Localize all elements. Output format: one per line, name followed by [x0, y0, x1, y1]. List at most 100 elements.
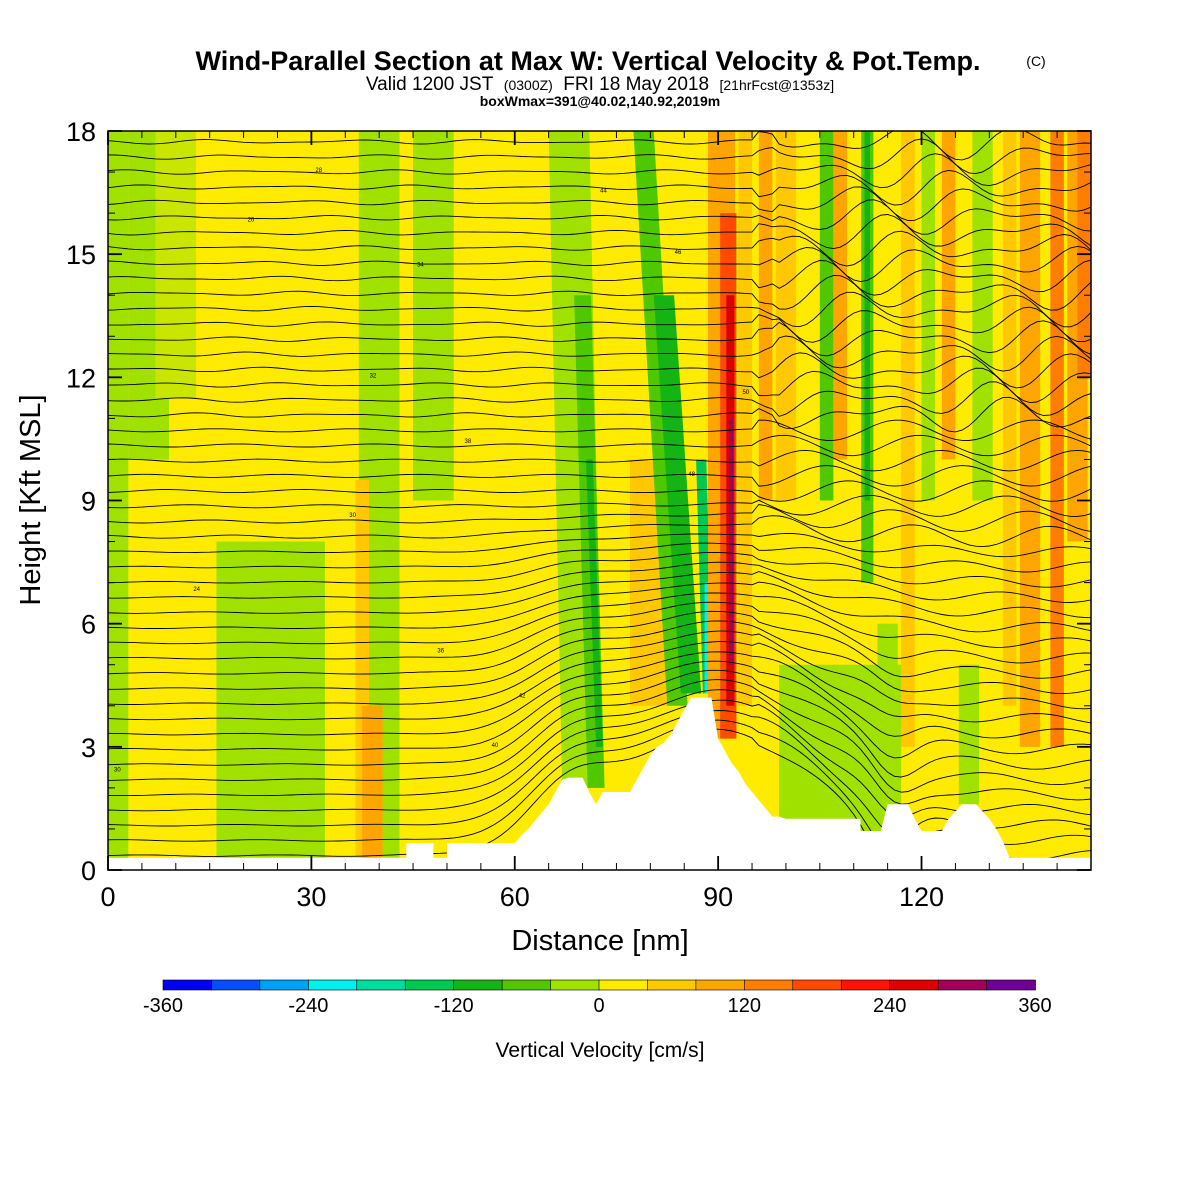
isentrope-label: 40	[492, 743, 499, 749]
y-tick-label: 9	[81, 487, 96, 517]
forecast-info: [21hrFcst@1353z]	[719, 77, 834, 93]
isentrope-line	[108, 699, 1091, 818]
x-axis-label: Distance [nm]	[511, 925, 688, 957]
isentrope-label: 50	[742, 390, 749, 396]
updraft-core	[728, 418, 734, 665]
isentrope-line	[108, 710, 1091, 837]
isentrope-line	[108, 592, 1091, 648]
y-tick-label: 18	[66, 117, 96, 147]
updraft-band	[775, 131, 797, 501]
colorbar-swatch	[744, 979, 794, 991]
colorbar-swatch	[404, 979, 455, 991]
chart-title: Wind-Parallel Section at Max W: Vertical…	[196, 46, 981, 76]
isentrope-line	[108, 620, 1091, 695]
isentrope-line	[108, 480, 1091, 502]
isentrope-line	[108, 495, 1091, 517]
colorbar-swatch	[308, 979, 358, 991]
isentrope-line	[108, 335, 1091, 372]
colorbar-swatch	[501, 979, 552, 991]
colorbar-swatch	[598, 979, 649, 991]
isentrope-line	[108, 245, 1091, 283]
isentrope-label: 46	[675, 250, 682, 256]
isentrope-line	[108, 651, 1091, 739]
colorbar: -360 -240 -120 0 120 240 360	[143, 979, 1052, 1017]
isentrope-line	[108, 153, 1091, 189]
isentrope-line	[108, 138, 1091, 175]
isentrope-line	[108, 689, 1091, 805]
isentrope-line	[108, 581, 1091, 633]
downdraft-band	[819, 131, 834, 501]
y-axis-label: Height [Kft MSL]	[15, 394, 47, 605]
downdraft-band	[585, 459, 603, 747]
isentrope-line	[108, 630, 1091, 710]
isentrope-line	[108, 186, 1091, 222]
updraft-band	[901, 131, 915, 747]
isentrope-label: 48	[688, 472, 695, 478]
updraft-band	[1019, 131, 1041, 747]
y-tick-label: 3	[81, 733, 96, 763]
isentrope-line	[108, 571, 1091, 619]
terrain	[108, 697, 1091, 870]
isentrope-line	[108, 419, 1091, 441]
isentrope-line	[108, 306, 1091, 343]
downdraft-band	[653, 295, 702, 694]
isentrope-line	[108, 396, 1091, 433]
x-axis: 0 30 60 90 120	[100, 131, 1092, 912]
colorbar-tick-label: 360	[1018, 995, 1051, 1017]
downdraft-band	[413, 131, 454, 501]
isentrope-line	[108, 552, 1091, 588]
isentrope-line	[108, 214, 1091, 250]
isentrope-line	[108, 660, 1091, 759]
y-tick-label: 6	[81, 610, 96, 640]
colorbar-tick-label: -360	[143, 995, 183, 1017]
colorbar-swatch	[792, 979, 843, 991]
isentrope-contours	[108, 131, 1091, 870]
x-tick-label: 90	[703, 882, 733, 912]
isentrope-line	[108, 669, 1091, 778]
y-tick-label: 15	[66, 240, 96, 270]
isentrope-line	[108, 532, 1091, 558]
isentrope-line	[108, 291, 1091, 328]
valid-prefix: Valid 1200 JST	[366, 74, 494, 95]
isentrope-label: 38	[465, 439, 472, 445]
isentrope-line	[108, 601, 1091, 664]
colorbar-tick-label: -240	[288, 995, 328, 1017]
isentrope-line	[108, 465, 1091, 487]
isentrope-label: 42	[519, 694, 526, 700]
isentrope-label: 30	[349, 513, 356, 519]
isentrope-line	[108, 561, 1091, 603]
isentrope-label: 36	[437, 648, 444, 654]
updraft-band	[1002, 131, 1017, 706]
downdraft-band	[972, 131, 993, 501]
colorbar-swatch	[695, 979, 746, 991]
x-tick-label: 120	[899, 882, 944, 912]
isentrope-line	[108, 449, 1091, 472]
updraft-band	[362, 705, 383, 858]
isentrope-labels: 30 24 26 28 30 32 34 36 38 40 42 44 46 48 50	[114, 168, 750, 773]
isentrope-line	[108, 504, 1091, 532]
colorbar-swatch	[356, 979, 407, 991]
isentrope-line	[108, 259, 1091, 296]
colorbar-swatch	[162, 979, 213, 991]
colorbar-swatch	[550, 979, 600, 991]
valid-date: FRI 18 May 2018	[563, 74, 709, 95]
colorbar-swatch	[937, 979, 988, 991]
colorbar-swatch	[259, 979, 310, 991]
colorbar-label: Vertical Velocity [cm/s]	[496, 1039, 705, 1062]
isentrope-label: 28	[315, 168, 322, 174]
isentrope-line	[108, 610, 1091, 679]
updraft-band	[738, 131, 753, 706]
colorbar-tick-label: 0	[593, 995, 604, 1017]
isentrope-line	[108, 275, 1091, 311]
colorbar-tick-label: 120	[728, 995, 761, 1017]
isentrope-line	[108, 320, 1091, 357]
downdraft-band	[779, 664, 902, 858]
isentrope-line	[108, 199, 1091, 235]
isentrope-line	[108, 434, 1091, 457]
isentrope-label: 26	[248, 217, 255, 223]
colorbar-swatch	[889, 979, 939, 991]
downdraft-band	[921, 131, 936, 501]
